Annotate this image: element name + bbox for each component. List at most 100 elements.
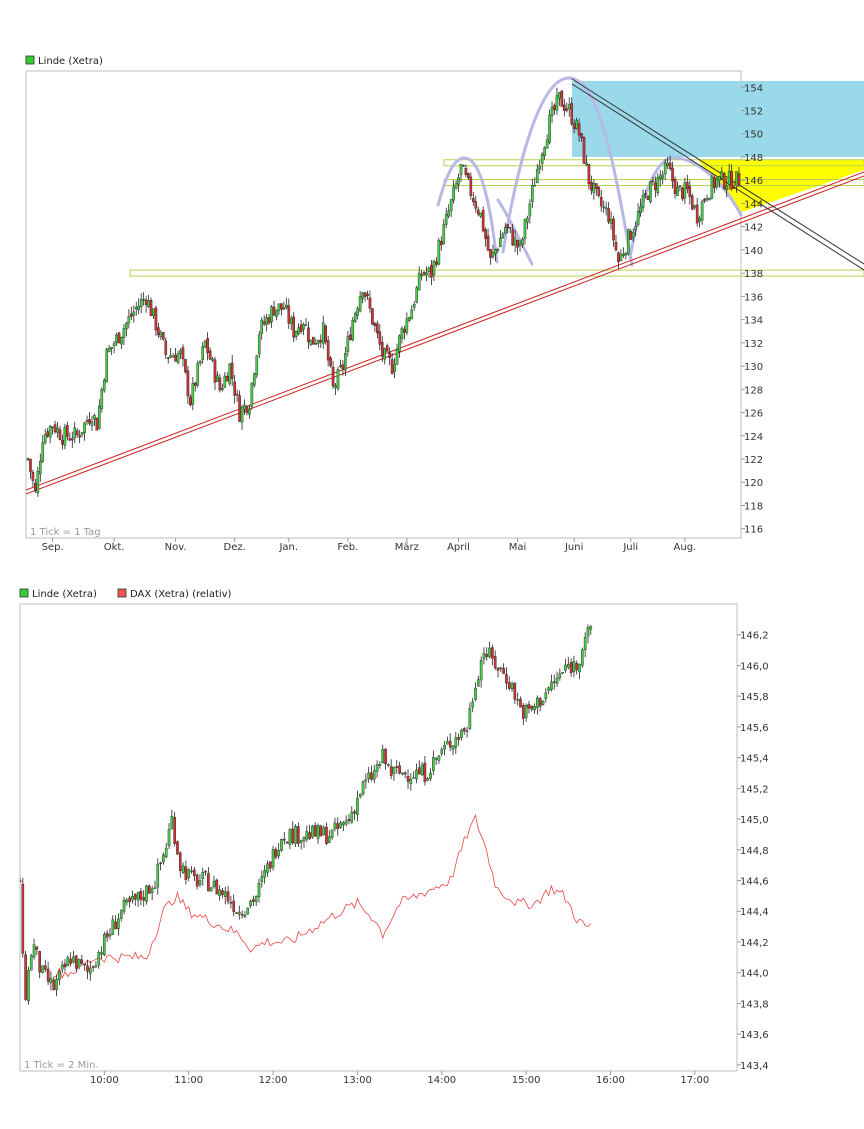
intraday-candle [103, 931, 106, 957]
daily-x-tick-label: Sep. [42, 542, 64, 553]
daily-candle [83, 421, 86, 441]
intraday-y-tick-label: 143,6 [740, 1030, 769, 1041]
intraday-candle [291, 821, 295, 846]
daily-candle [260, 317, 264, 340]
intraday-candle [27, 966, 30, 1005]
daily-candle [250, 382, 254, 410]
daily-candle [243, 399, 246, 416]
daily-candle [607, 202, 610, 225]
legend-label-linde: Linde (Xetra) [38, 56, 103, 67]
intraday-y-tick-label: 145,8 [740, 692, 769, 703]
intraday-candle [21, 877, 25, 958]
intraday-candle [72, 950, 75, 964]
daily-candle [285, 297, 288, 310]
daily-candle [548, 109, 551, 145]
daily-candle [531, 178, 534, 208]
intraday-x-tick-label: 12:00 [259, 1075, 288, 1086]
intraday-candle [139, 887, 143, 906]
intraday-candle [198, 873, 202, 888]
left-shoulder-arc [436, 156, 499, 264]
intraday-candle [311, 824, 314, 839]
daily-candle [100, 387, 104, 413]
intraday-candle [536, 695, 539, 715]
intraday-candle [555, 671, 559, 687]
daily-candle [440, 236, 443, 251]
downtrend-line-a [571, 78, 864, 265]
intraday-candle [274, 847, 278, 860]
intraday-candles [20, 624, 593, 1005]
daily-candle [452, 180, 455, 204]
legend-label-linde-intraday: Linde (Xetra) [32, 589, 97, 600]
daily-candle [304, 318, 308, 327]
intraday-candle [49, 971, 53, 991]
intraday-candle [100, 946, 103, 959]
daily-candle [420, 269, 423, 281]
intraday-candle [440, 747, 444, 757]
daily-candle [319, 334, 323, 348]
intraday-candle [190, 866, 193, 874]
daily-candle [703, 197, 706, 204]
daily-candle [125, 321, 128, 337]
intraday-candle [448, 733, 452, 752]
legend-label-dax: DAX (Xetra) (relativ) [130, 589, 232, 600]
intraday-candle [94, 961, 98, 968]
daily-candle [422, 270, 426, 276]
daily-y-tick-label: 122 [744, 455, 763, 466]
intraday-candle [420, 761, 424, 776]
daily-candle [228, 363, 232, 386]
daily-y-tick-label: 130 [744, 362, 763, 373]
intraday-tick-note: 1 Tick = 2 Min. [24, 1060, 99, 1071]
daily-candle [602, 200, 605, 214]
daily-x-tick-label: Juni [564, 542, 583, 553]
daily-candle [654, 176, 657, 198]
intraday-candle [327, 830, 331, 844]
intraday-candle [485, 647, 489, 661]
daily-candle [147, 294, 150, 309]
daily-candle [442, 218, 446, 245]
daily-candle [459, 163, 463, 182]
intraday-candle [395, 760, 399, 774]
daily-candle [270, 305, 273, 328]
daily-candle [31, 469, 35, 487]
intraday-candle [181, 862, 185, 874]
daily-candle [533, 177, 537, 187]
daily-candle [329, 356, 332, 368]
daily-candle [437, 237, 441, 266]
daily-x-tick-label: Feb. [337, 542, 358, 553]
daily-candle [43, 428, 47, 445]
intraday-candle [297, 822, 300, 848]
intraday-x-tick-label: 11:00 [174, 1075, 203, 1086]
intraday-candle [499, 666, 503, 673]
daily-y-tick-label: 126 [744, 409, 763, 420]
intraday-candle [114, 915, 117, 930]
daily-candle [695, 197, 699, 227]
daily-candle [710, 174, 714, 200]
daily-candle [405, 312, 409, 336]
intraday-candle [519, 696, 522, 708]
daily-candle [718, 175, 721, 188]
intraday-candle [474, 682, 477, 702]
daily-candle [312, 336, 315, 345]
daily-candle [378, 324, 382, 351]
intraday-candle [125, 897, 129, 906]
intraday-candle [507, 676, 511, 691]
daily-candle [120, 336, 123, 349]
intraday-candle [569, 658, 573, 677]
intraday-candle [52, 976, 56, 991]
intraday-candle [277, 843, 280, 860]
daily-candle [595, 183, 598, 196]
daily-candle [331, 360, 335, 389]
daily-candle [198, 360, 202, 367]
daily-candle [444, 207, 448, 228]
daily-x-axis: Sep. Okt. Nov. Dez. Jan. Feb. März April Mai Juni… [42, 538, 696, 553]
daily-candle [154, 305, 158, 337]
intraday-candle [46, 961, 50, 986]
daily-candle [427, 266, 431, 278]
daily-candle [469, 172, 473, 200]
daily-candle [636, 203, 640, 227]
daily-y-tick-label: 146 [744, 176, 763, 187]
daily-y-tick-label: 118 [744, 501, 763, 512]
daily-candle [543, 146, 546, 160]
daily-candle [292, 312, 296, 343]
daily-candle [46, 427, 49, 438]
